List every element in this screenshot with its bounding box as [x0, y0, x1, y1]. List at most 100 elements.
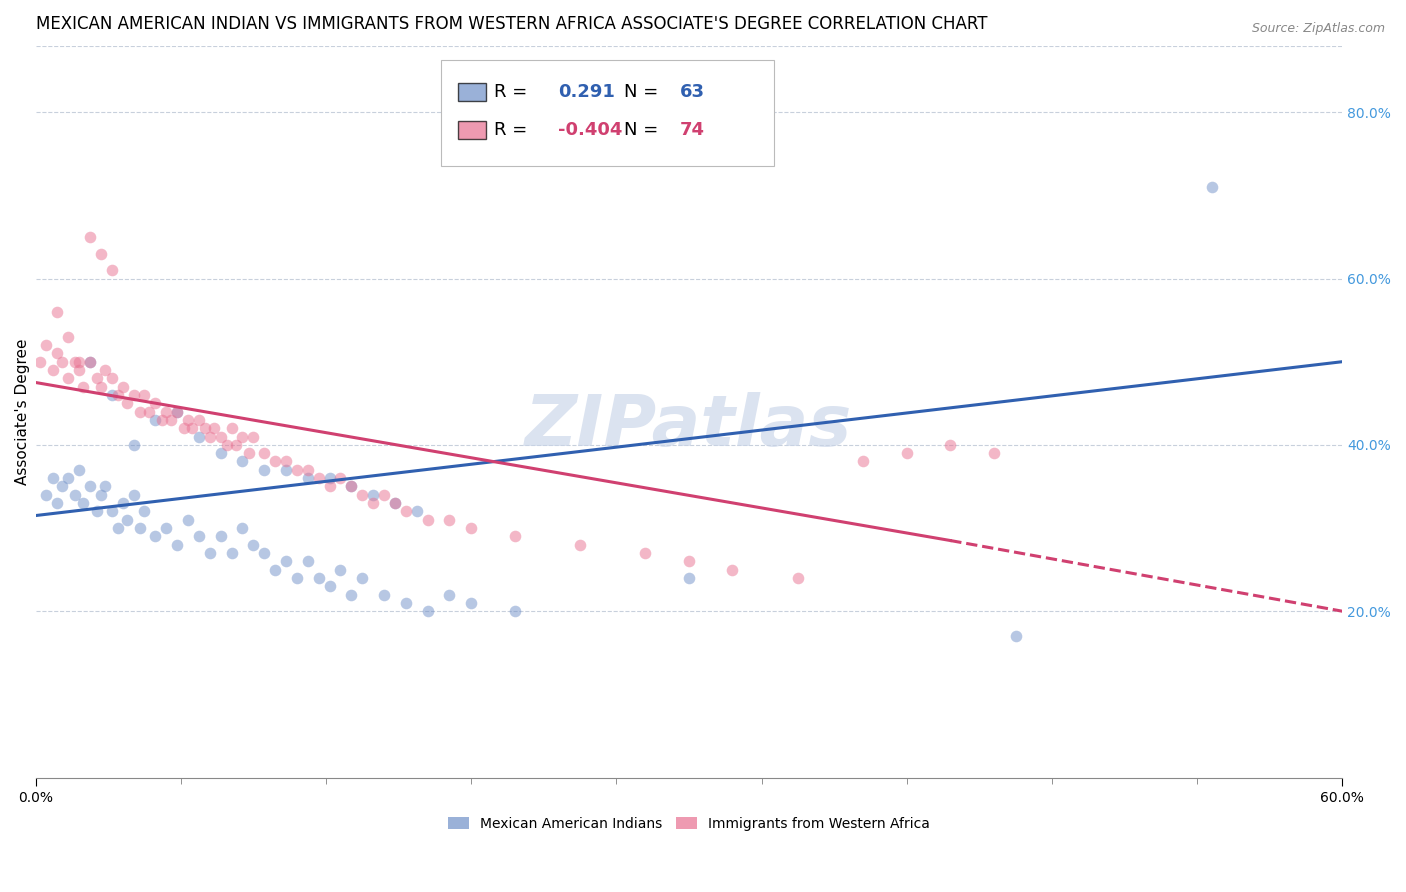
Point: [329, 563, 352, 577]
Point: [318, 579, 340, 593]
Text: R =: R =: [495, 83, 527, 101]
Point: [90, 246, 112, 260]
FancyBboxPatch shape: [440, 61, 773, 167]
Point: [122, 388, 145, 402]
Point: [217, 438, 239, 452]
Point: [63, 354, 86, 368]
Point: [896, 446, 918, 460]
Point: [318, 479, 340, 493]
Point: [173, 421, 195, 435]
Text: R =: R =: [495, 120, 527, 139]
Point: [72, 379, 94, 393]
Point: [253, 463, 276, 477]
Point: [384, 496, 406, 510]
Point: [939, 438, 962, 452]
Point: [198, 546, 221, 560]
Point: [155, 521, 177, 535]
Point: [439, 513, 461, 527]
Point: [122, 438, 145, 452]
Point: [352, 571, 374, 585]
Point: [101, 263, 124, 277]
Point: [340, 479, 363, 493]
Point: [786, 571, 808, 585]
Text: 74: 74: [679, 120, 704, 139]
Point: [143, 396, 166, 410]
Point: [115, 513, 138, 527]
Point: [129, 404, 152, 418]
Point: [177, 513, 200, 527]
Point: [395, 504, 418, 518]
Point: [329, 471, 352, 485]
Point: [122, 488, 145, 502]
Point: [264, 454, 287, 468]
Point: [308, 571, 330, 585]
Point: [67, 354, 90, 368]
Point: [86, 371, 108, 385]
Point: [439, 588, 461, 602]
Point: [231, 454, 253, 468]
Point: [352, 488, 374, 502]
Point: [503, 529, 526, 543]
Point: [67, 463, 90, 477]
Point: [373, 488, 395, 502]
Text: -0.404: -0.404: [558, 120, 623, 139]
Point: [46, 496, 69, 510]
Point: [297, 471, 319, 485]
Point: [90, 379, 112, 393]
Point: [94, 363, 117, 377]
Point: [297, 554, 319, 568]
Point: [395, 596, 418, 610]
Point: [101, 388, 124, 402]
Point: [361, 496, 384, 510]
Text: N =: N =: [624, 83, 658, 101]
Point: [340, 588, 363, 602]
Point: [225, 438, 247, 452]
Text: 0.291: 0.291: [558, 83, 614, 101]
Point: [67, 363, 90, 377]
Point: [46, 346, 69, 360]
Point: [318, 471, 340, 485]
Point: [202, 421, 225, 435]
Point: [138, 404, 160, 418]
Point: [181, 421, 204, 435]
Point: [221, 421, 243, 435]
Point: [569, 538, 592, 552]
Point: [111, 496, 134, 510]
Point: [721, 563, 744, 577]
Point: [35, 488, 58, 502]
Point: [678, 571, 700, 585]
Point: [166, 404, 188, 418]
Point: [340, 479, 363, 493]
Point: [143, 529, 166, 543]
Point: [129, 521, 152, 535]
Point: [264, 563, 287, 577]
Point: [107, 388, 129, 402]
Point: [79, 230, 101, 244]
Point: [460, 596, 482, 610]
Point: [150, 413, 173, 427]
Point: [253, 446, 276, 460]
Point: [460, 521, 482, 535]
Point: [177, 413, 200, 427]
Point: [166, 404, 188, 418]
Point: [285, 463, 308, 477]
Point: [101, 371, 124, 385]
Point: [187, 413, 209, 427]
Point: [35, 338, 58, 352]
Point: [221, 546, 243, 560]
Point: [51, 354, 73, 368]
Point: [274, 454, 297, 468]
Text: MEXICAN AMERICAN INDIAN VS IMMIGRANTS FROM WESTERN AFRICA ASSOCIATE'S DEGREE COR: MEXICAN AMERICAN INDIAN VS IMMIGRANTS FR…: [35, 15, 987, 33]
Point: [79, 479, 101, 493]
Point: [90, 488, 112, 502]
Point: [42, 363, 65, 377]
Point: [405, 504, 427, 518]
Point: [115, 396, 138, 410]
Point: [503, 604, 526, 618]
Point: [231, 521, 253, 535]
Point: [253, 546, 276, 560]
Point: [634, 546, 657, 560]
Point: [134, 388, 156, 402]
Point: [242, 538, 264, 552]
Point: [416, 513, 439, 527]
